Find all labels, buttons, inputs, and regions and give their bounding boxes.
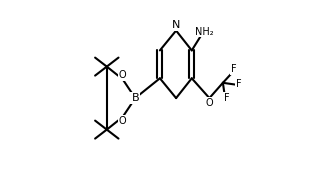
- Text: B: B: [131, 93, 139, 103]
- Text: O: O: [119, 116, 127, 126]
- Text: F: F: [224, 93, 230, 103]
- Text: O: O: [119, 70, 127, 80]
- Text: NH₂: NH₂: [195, 26, 213, 37]
- Text: N: N: [172, 20, 180, 30]
- Text: F: F: [236, 79, 242, 89]
- Text: O: O: [206, 98, 213, 108]
- Text: F: F: [231, 64, 237, 74]
